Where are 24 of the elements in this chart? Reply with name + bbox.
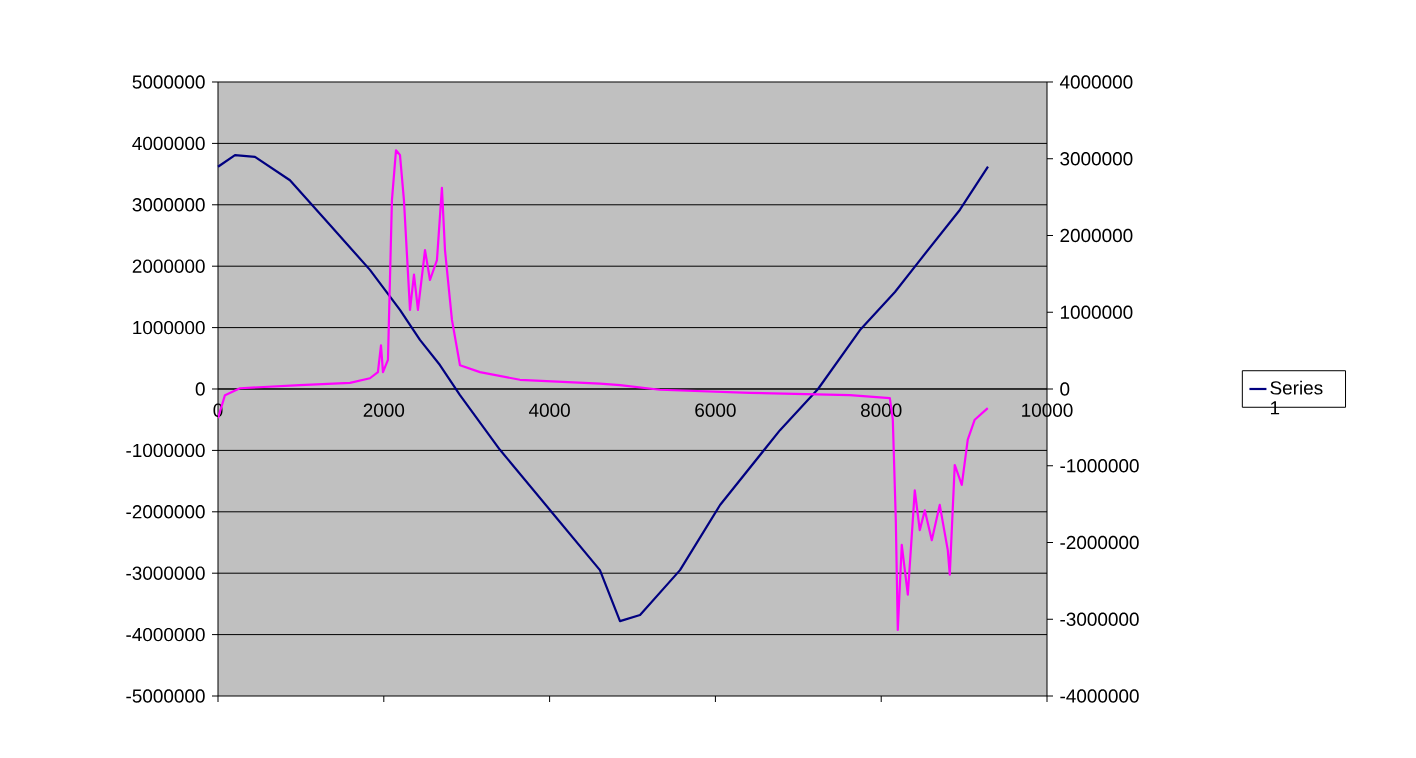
y-tick-label: -2000000: [126, 505, 205, 519]
y-tick-label: 3000000: [132, 198, 205, 212]
x-tick-label: 2000: [363, 403, 405, 417]
y2-tick-label: -4000000: [1060, 689, 1139, 703]
y-tick-label: -4000000: [126, 627, 205, 642]
y2-tick-label: -1000000: [1060, 459, 1139, 473]
y-tick-label: 5000000: [132, 75, 205, 89]
y2-tick-label: 1000000: [1060, 305, 1133, 319]
y2-tick-label: 2000000: [1060, 228, 1133, 243]
x-tick-label: 6000: [695, 403, 736, 417]
y2-tick-label: 0: [1060, 382, 1070, 396]
y-tick-label: 1000000: [133, 320, 205, 335]
y2-tick-label: -3000000: [1060, 612, 1139, 626]
y-tick-label: -3000000: [126, 566, 205, 580]
y2-tick-label: 4000000: [1059, 75, 1133, 89]
x-tick-label: 10000: [1022, 403, 1073, 417]
y-tick-label: 4000000: [132, 136, 205, 151]
y-tick-label: -1000000: [126, 443, 205, 458]
x-tick-label: 4000: [528, 403, 570, 417]
y2-tick-label: -2000000: [1060, 535, 1139, 550]
y-tick-label: 0: [195, 382, 205, 396]
y-tick-label: 2000000: [132, 259, 205, 273]
y-tick-label: -5000000: [126, 689, 205, 703]
y2-tick-label: 3000000: [1060, 152, 1133, 166]
